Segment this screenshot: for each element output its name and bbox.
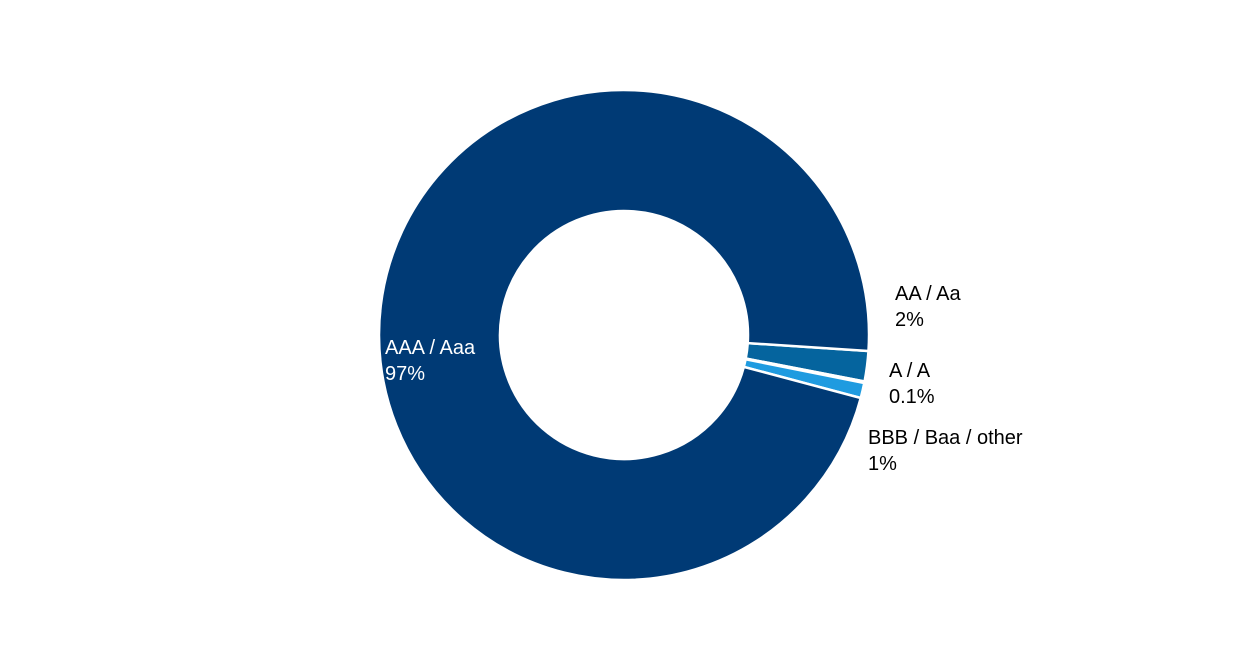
label-aa-name: AA / Aa — [895, 283, 961, 305]
label-aa-value: 2% — [895, 309, 924, 331]
slice-aaa — [377, 88, 871, 582]
label-aaa: AAA / Aaa 97% — [385, 335, 475, 387]
label-a: A / A 0.1% — [889, 358, 935, 410]
label-a-value: 0.1% — [889, 386, 935, 408]
label-aaa-value: 97% — [385, 363, 426, 385]
label-bbb: BBB / Baa / other 1% — [868, 425, 1023, 477]
label-aa: AA / Aa 2% — [895, 281, 961, 333]
label-bbb-name: BBB / Baa / other — [868, 427, 1023, 449]
label-bbb-value: 1% — [868, 453, 897, 475]
label-a-name: A / A — [889, 360, 931, 382]
label-aaa-name: AAA / Aaa — [385, 337, 476, 359]
